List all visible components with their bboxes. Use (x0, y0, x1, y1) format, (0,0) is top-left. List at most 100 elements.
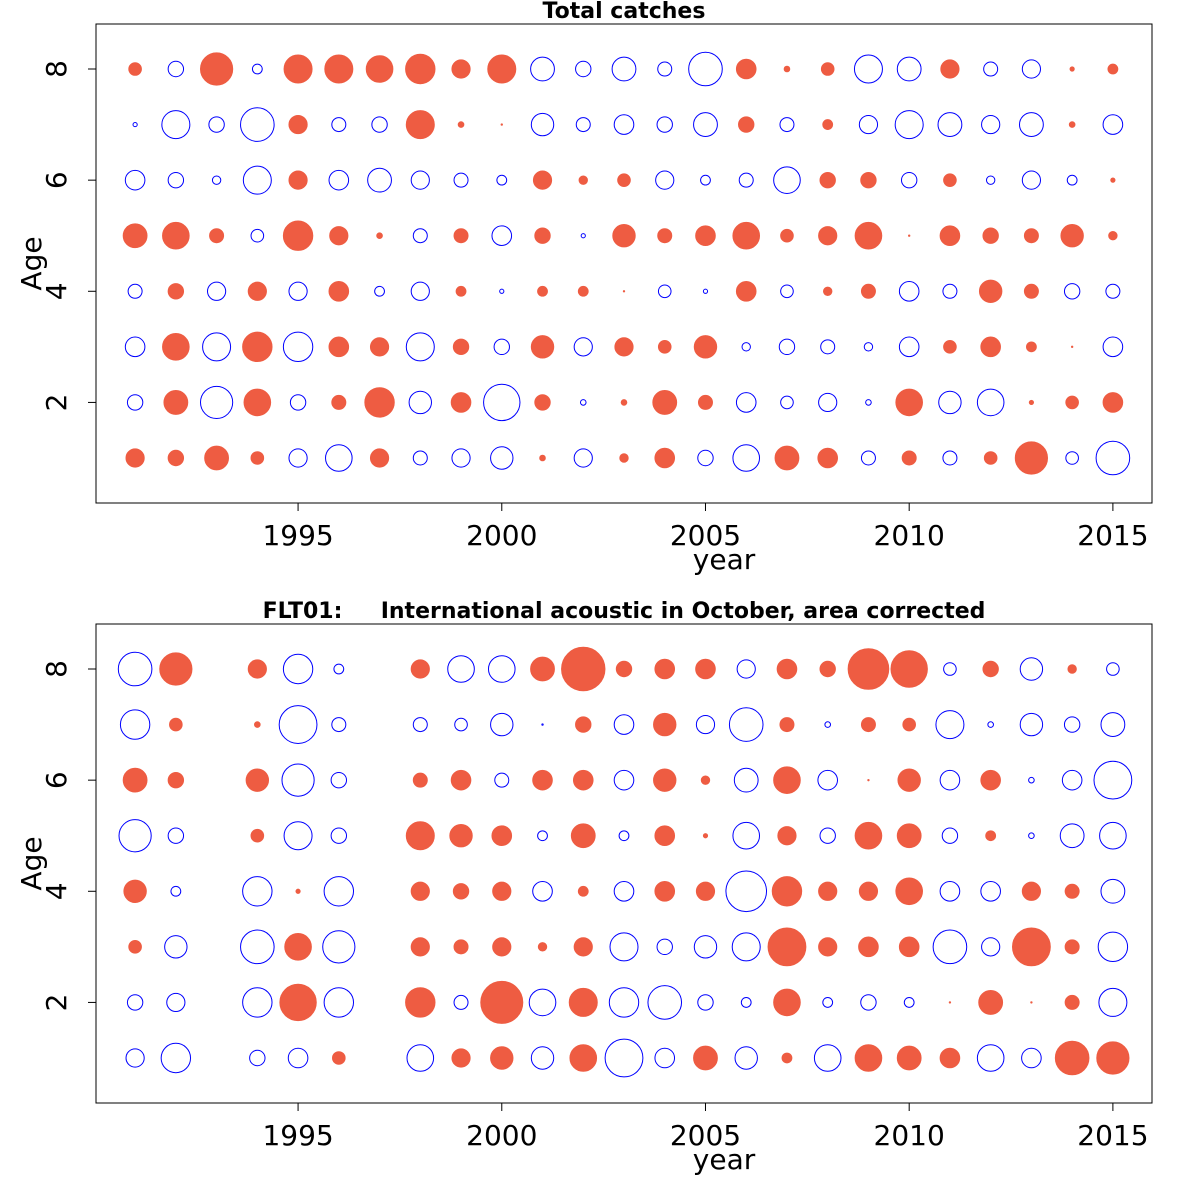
bubble (693, 935, 718, 959)
bubble (818, 881, 838, 901)
bubble (132, 121, 138, 128)
bubble (619, 453, 629, 463)
bubble (609, 932, 639, 962)
bubble (976, 1044, 1005, 1072)
bubble (405, 332, 435, 362)
bubble (541, 723, 544, 726)
bubble (653, 712, 677, 737)
bubble (820, 339, 836, 355)
bubble (854, 1044, 883, 1072)
bubble (490, 712, 514, 737)
bubble (251, 63, 263, 75)
bubble (1064, 994, 1080, 1010)
bubble (405, 53, 436, 85)
bubble (940, 59, 960, 79)
bubble (452, 338, 470, 356)
bubble (733, 767, 759, 793)
bubble (405, 987, 436, 1018)
bubble (410, 937, 430, 957)
bubble (243, 388, 272, 417)
bubble (773, 166, 801, 194)
bubble (249, 1049, 266, 1067)
bubble (654, 658, 676, 680)
x-tick-label: 2015 (1077, 519, 1148, 552)
y-tick-label: 8 (40, 660, 73, 678)
bubble (211, 175, 222, 185)
bubble (163, 390, 189, 415)
bubble (254, 721, 261, 728)
bubble (939, 769, 961, 791)
bubble (492, 881, 512, 901)
bubble (1098, 987, 1128, 1017)
bubble (654, 880, 676, 902)
bubble (245, 768, 270, 792)
bubble (695, 658, 716, 680)
bubble (125, 1048, 145, 1068)
bubble (902, 717, 916, 732)
bubble (655, 170, 675, 190)
bubble (579, 399, 587, 406)
bubble (612, 224, 636, 248)
bubble (209, 228, 225, 244)
bubble (412, 772, 428, 788)
bubble (1021, 170, 1042, 190)
bubble (897, 768, 921, 792)
bubble (898, 280, 920, 302)
bubble (578, 175, 588, 185)
bubble (166, 992, 186, 1013)
bubble (483, 383, 521, 422)
bubble (654, 447, 676, 469)
x-tick-label: 2010 (874, 1119, 945, 1152)
bubble (1065, 451, 1079, 465)
y-tick-label: 8 (40, 60, 73, 78)
bubble (1102, 336, 1124, 358)
bubble (451, 59, 471, 79)
bubble (1061, 769, 1083, 791)
bubble (939, 225, 961, 247)
bubble (895, 877, 923, 906)
bubble (575, 117, 591, 133)
bubble (1021, 59, 1042, 79)
bubble (898, 936, 920, 958)
x-tick-label: 1995 (262, 1119, 333, 1152)
bubble (1014, 441, 1049, 475)
x-tick-label: 2005 (670, 1119, 741, 1152)
bubble (860, 171, 877, 189)
bubble (847, 648, 890, 690)
bubble (1028, 776, 1035, 784)
bubble (937, 112, 963, 137)
bubble (199, 385, 234, 420)
bubble (122, 767, 148, 793)
bubble (604, 1038, 644, 1078)
bubble (980, 769, 1001, 791)
bubble (282, 653, 314, 685)
bubble (1102, 392, 1124, 413)
bubble (328, 169, 350, 191)
bubble (858, 114, 879, 135)
bubble (530, 335, 555, 359)
bubble (1054, 1040, 1090, 1076)
bubble (778, 338, 796, 356)
bubble (281, 763, 315, 797)
bubble (250, 451, 265, 465)
bubble (1069, 66, 1075, 72)
bubble (894, 110, 924, 140)
bubble (250, 828, 265, 843)
bubble (126, 994, 144, 1011)
bubble (901, 450, 917, 466)
bubble (1028, 399, 1035, 406)
bubble (697, 394, 713, 410)
bubble (322, 930, 356, 964)
bubble (854, 221, 883, 250)
bubble (1064, 939, 1080, 955)
bubble (287, 1047, 309, 1069)
bubble (374, 285, 385, 297)
bubble (702, 833, 709, 839)
bubble (1102, 114, 1124, 135)
bubble (450, 392, 472, 413)
bubble (700, 775, 711, 785)
bubble (332, 1051, 346, 1065)
x-axis-label: year (693, 1143, 756, 1176)
bubble (980, 336, 1001, 358)
bubble (123, 879, 147, 903)
